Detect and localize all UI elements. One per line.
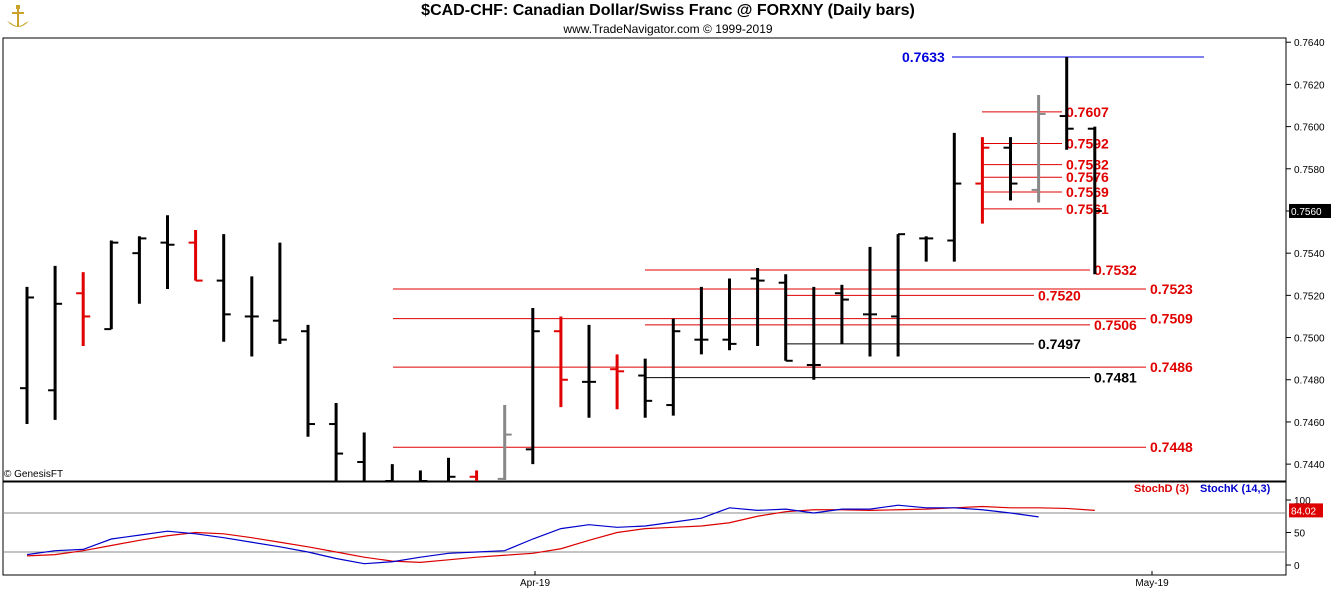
ohlc-bar bbox=[104, 240, 119, 331]
ohlc-bar bbox=[132, 236, 147, 304]
level-label: 0.7520 bbox=[1038, 287, 1081, 303]
ohlc-bar bbox=[497, 405, 512, 481]
ohlc-bar bbox=[975, 137, 990, 224]
price-tick-label: 0.7440 bbox=[1294, 460, 1325, 471]
price-tick-label: 0.7480 bbox=[1294, 376, 1325, 387]
ohlc-bar bbox=[301, 324, 315, 437]
ohlc-bar bbox=[694, 286, 709, 355]
ohlc-bar bbox=[525, 308, 540, 465]
stochd-line bbox=[26, 505, 1095, 564]
ohlc-bar bbox=[469, 470, 479, 481]
x-tick-label: May-19 bbox=[1135, 578, 1169, 589]
level-label: 0.7486 bbox=[1150, 359, 1193, 375]
level-label: 0.7592 bbox=[1066, 135, 1109, 151]
anchor-logo-icon bbox=[7, 5, 29, 27]
ohlc-bar bbox=[610, 354, 625, 410]
ohlc-bar bbox=[638, 358, 653, 418]
level-lines: 0.76330.76070.75920.75820.75760.75690.75… bbox=[393, 49, 1204, 455]
ohlc-bar bbox=[244, 276, 259, 357]
level-label: 0.7481 bbox=[1094, 370, 1137, 386]
ohlc-bar bbox=[863, 246, 877, 357]
level-label: 0.7633 bbox=[902, 49, 945, 65]
ohlc-bar bbox=[891, 233, 906, 357]
level-label: 0.7561 bbox=[1066, 201, 1109, 217]
ohlc-bar bbox=[76, 272, 91, 346]
last-price-box bbox=[1289, 203, 1331, 218]
last-price-label: 0.7560 bbox=[1291, 207, 1322, 218]
price-tick-label: 0.7520 bbox=[1294, 291, 1325, 302]
ohlc-bar bbox=[919, 236, 934, 262]
ohlc-bar bbox=[1003, 137, 1018, 201]
stochastic-panel bbox=[26, 504, 1095, 565]
ohlc-bar bbox=[778, 274, 793, 362]
price-tick-label: 0.7460 bbox=[1294, 418, 1325, 429]
x-tick-label: Apr-19 bbox=[520, 578, 550, 589]
price-tick-label: 0.7580 bbox=[1294, 165, 1325, 176]
ohlc-bar bbox=[947, 132, 962, 262]
level-label: 0.7582 bbox=[1066, 157, 1109, 173]
legend-stochk: StochK (14,3) bbox=[1200, 483, 1271, 495]
ohlc-bar bbox=[1059, 56, 1074, 150]
ohlc-bar bbox=[447, 457, 456, 481]
level-label: 0.7576 bbox=[1066, 169, 1109, 185]
price-tick-label: 0.7540 bbox=[1294, 249, 1325, 260]
level-label: 0.7497 bbox=[1038, 336, 1081, 352]
chart-subtitle: www.TradeNavigator.com © 1999-2019 bbox=[563, 22, 773, 36]
ohlc-bar bbox=[329, 402, 344, 481]
stoch-last-label: 84.02 bbox=[1291, 506, 1316, 517]
level-label: 0.7523 bbox=[1150, 281, 1193, 297]
stoch-panel-frame bbox=[2, 481, 1287, 576]
level-label: 0.7448 bbox=[1150, 439, 1193, 455]
ohlc-bar bbox=[48, 265, 63, 420]
grid bbox=[2, 37, 1287, 576]
stoch-tick-label: 100 bbox=[1294, 496, 1311, 507]
price-panel-frame bbox=[2, 37, 1287, 482]
stochk-line bbox=[26, 504, 1039, 565]
chart-title: $CAD-CHF: Canadian Dollar/Swiss Franc @ … bbox=[421, 2, 915, 19]
ohlc-bar bbox=[385, 464, 394, 482]
stoch-tick-label: 50 bbox=[1294, 529, 1306, 540]
ohlc-bar bbox=[357, 432, 366, 481]
ohlc-bar bbox=[160, 215, 175, 290]
level-label: 0.7509 bbox=[1150, 311, 1193, 327]
price-tick-label: 0.7500 bbox=[1294, 334, 1325, 345]
level-label: 0.7607 bbox=[1066, 104, 1109, 120]
ohlc-bar bbox=[272, 242, 287, 344]
ohlc-bar bbox=[216, 234, 231, 342]
watermark: © GenesisFT bbox=[4, 469, 64, 480]
ohlc-bar bbox=[806, 286, 821, 380]
price-tick-label: 0.7600 bbox=[1294, 123, 1325, 134]
ohlc-bar bbox=[750, 267, 765, 346]
legend-stochd: StochD (3) bbox=[1134, 483, 1189, 495]
ohlc-bars bbox=[20, 56, 1102, 482]
ohlc-bar bbox=[666, 318, 681, 416]
ohlc-bar bbox=[1031, 94, 1046, 203]
ohlc-bar bbox=[582, 324, 596, 418]
ohlc-bar bbox=[553, 316, 568, 408]
price-tick-label: 0.7640 bbox=[1294, 38, 1325, 49]
stoch-last-box bbox=[1289, 503, 1323, 518]
ohlc-bar bbox=[188, 229, 203, 282]
ohlc-bar bbox=[834, 284, 849, 344]
axes: 0.7440 0.7460 0.7480 0.7500 0.7520 0.7540 0.75… bbox=[520, 38, 1331, 589]
stoch-tick-label: 0 bbox=[1294, 561, 1300, 572]
price-tick-label: 0.7620 bbox=[1294, 80, 1325, 91]
level-label: 0.7506 bbox=[1094, 317, 1137, 333]
level-label: 0.7569 bbox=[1066, 184, 1109, 200]
ohlc-bar bbox=[20, 286, 34, 425]
ohlc-bar bbox=[722, 278, 737, 351]
level-label: 0.7532 bbox=[1094, 262, 1137, 278]
ohlc-bar bbox=[1087, 126, 1102, 275]
ohlc-bar bbox=[418, 470, 428, 482]
